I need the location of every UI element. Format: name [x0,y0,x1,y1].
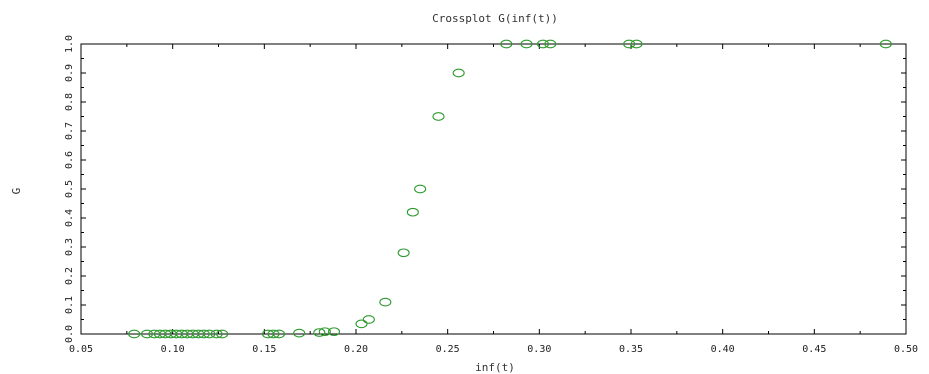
y-tick-label: 1.0 [64,35,75,53]
data-point [318,327,331,337]
x-tick-label: 0.50 [894,344,918,355]
y-tick-label: 0.0 [64,325,75,343]
y-tick-label: 0.9 [64,64,75,82]
data-point [293,328,306,338]
y-tick-labels: 0.0 0.1 0.2 0.3 0.4 0.5 0.6 0.7 0.8 0.9 1.0 [64,35,75,343]
data-point [128,329,141,339]
data-point [355,319,368,329]
data-point [414,184,427,194]
chart-title: Crossplot G(inf(t)) [432,12,558,25]
data-point [406,207,419,217]
y-axis-label: G [10,188,23,195]
data-point [216,329,229,339]
data-point [362,315,375,324]
data-point [432,112,445,121]
x-tick-label: 0.30 [527,344,551,355]
plot-frame [80,43,907,335]
data-point [210,329,223,339]
data-point [203,329,216,339]
data-point [397,248,410,258]
x-tick-label: 0.15 [252,344,276,355]
data-point [520,39,533,49]
data-points [128,39,892,339]
x-tick-label: 0.20 [344,344,368,355]
data-point [379,297,392,307]
x-tick-label: 0.35 [619,344,643,355]
y-tick-label: 0.3 [64,238,75,256]
data-point [140,329,154,339]
x-tick-labels: 0.05 0.10 0.15 0.20 0.25 0.30 0.35 0.40 0.45 0.50 [69,344,918,355]
axis-ticks [80,43,907,335]
data-point [452,68,465,78]
y-tick-label: 0.2 [64,267,75,285]
data-point [313,328,326,337]
data-point [544,39,557,49]
data-point [267,329,280,339]
x-tick-label: 0.45 [802,344,826,355]
data-point [630,39,643,49]
y-tick-label: 0.4 [64,209,75,227]
data-point [623,39,636,49]
y-tick-label: 0.5 [64,180,75,198]
data-point [500,39,513,49]
data-point [197,329,210,339]
y-tick-label: 0.7 [64,122,75,140]
x-tick-label: 0.40 [711,344,735,355]
x-tick-label: 0.25 [436,344,460,355]
data-point [272,329,286,339]
x-tick-label: 0.05 [69,344,93,355]
y-tick-label: 0.1 [64,296,75,314]
data-point [536,39,550,49]
y-tick-label: 0.6 [64,151,75,169]
y-tick-label: 0.8 [64,93,75,111]
x-axis-label: inf(t) [475,361,515,374]
x-tick-label: 0.10 [161,344,185,355]
data-point [327,327,341,337]
data-point [879,39,892,49]
